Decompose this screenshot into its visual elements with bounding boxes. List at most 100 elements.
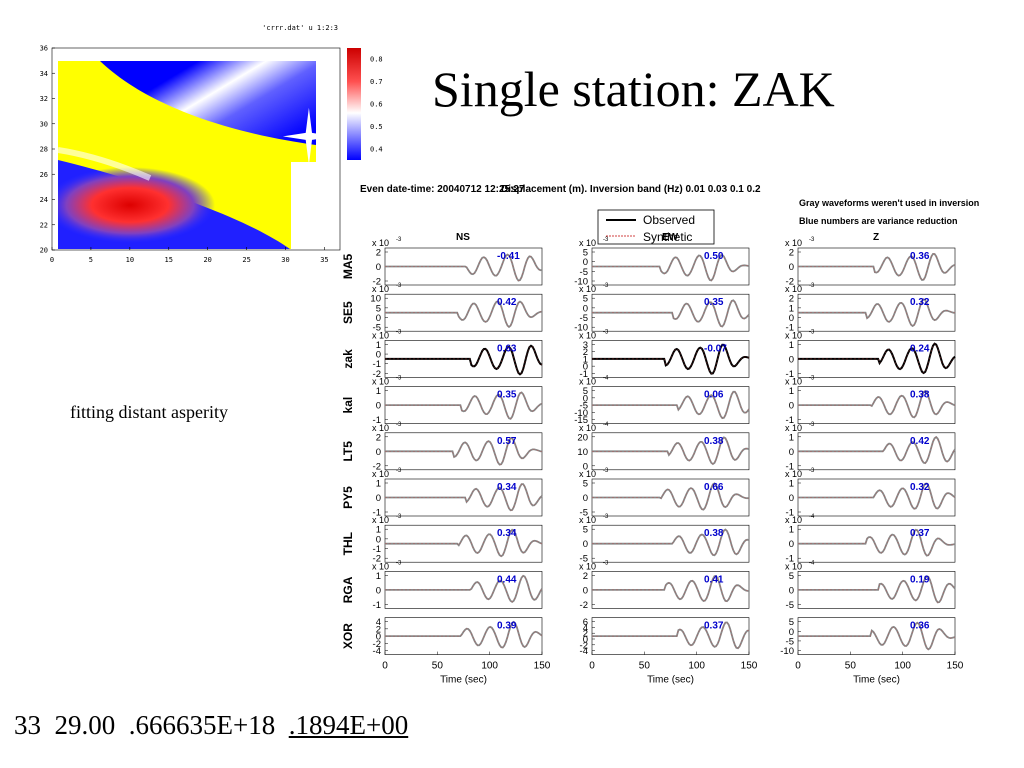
x-tick-label: 20 xyxy=(203,256,211,264)
variance-reduction-label: 0.37 xyxy=(910,528,930,539)
scale-factor: x 10 xyxy=(372,377,389,387)
scale-factor: x 10 xyxy=(785,284,802,294)
legend-observed: Observed xyxy=(643,213,695,227)
variance-reduction-label: 0.57 xyxy=(497,436,517,447)
y-tick-label: 0 xyxy=(376,350,381,361)
synthetic-trace xyxy=(385,301,543,328)
y-tick-label: -2 xyxy=(373,277,381,288)
x-tick-label: 0 xyxy=(50,256,54,264)
y-tick-label: 0 xyxy=(789,354,794,365)
x-tick-label: 0 xyxy=(382,661,388,672)
variance-reduction-label: 0.35 xyxy=(497,390,517,401)
y-tick-label: -5 xyxy=(580,554,588,565)
heatmap-axes: 0 5 10 15 20 25 30 35 20 22 24 26 28 30 32 34 36 xyxy=(40,45,341,264)
waveform-panel: x 10 -3 1 0 -1 0.32 xyxy=(785,468,956,519)
y-tick-label: 1 xyxy=(376,571,381,582)
y-tick-label: 1 xyxy=(789,432,794,443)
x-tick-label: 15 xyxy=(165,256,173,264)
scale-exponent: -3 xyxy=(396,329,402,335)
observed-trace xyxy=(798,342,956,375)
y-tick-label: 2 xyxy=(583,571,588,582)
x-tick-label: 35 xyxy=(320,256,328,264)
x-tick-label: 100 xyxy=(894,661,911,672)
y-tick-label: 0 xyxy=(583,303,588,314)
y-tick-label: 0 xyxy=(376,313,381,324)
variance-reduction-label: 0.42 xyxy=(910,436,930,447)
y-tick-label: -2 xyxy=(373,639,381,650)
y-tick-label: 0 xyxy=(789,585,794,596)
y-tick-label: 1 xyxy=(789,525,794,536)
scale-exponent: -3 xyxy=(603,514,609,520)
variance-reduction-label: 0.37 xyxy=(704,621,724,632)
x-tick-label: 5 xyxy=(89,256,93,264)
component-label: EW xyxy=(662,232,679,243)
synthetic-trace xyxy=(592,483,750,510)
heatmap-surface xyxy=(58,61,316,249)
synthetic-trace xyxy=(385,345,543,375)
y-tick-label: 2 xyxy=(376,432,381,443)
station-label: RGA xyxy=(341,576,355,603)
synthetic-trace xyxy=(592,391,750,419)
y-tick-label: 0 xyxy=(376,534,381,545)
scale-factor: x 10 xyxy=(579,515,596,525)
y-tick-label: 0 xyxy=(376,262,381,273)
legend: Observed Synthetic xyxy=(597,209,715,245)
y-tick-label: -2 xyxy=(373,554,381,565)
y-tick-label: 6 xyxy=(583,617,588,628)
observed-trace xyxy=(592,575,750,603)
y-tick-label: -2 xyxy=(580,640,588,651)
variance-reduction-label: 0.66 xyxy=(704,482,724,493)
colorbar xyxy=(347,48,361,160)
variance-reduction-label: 0.34 xyxy=(497,482,517,493)
waveform-panel: x 10 -3 2 0 -2 0.36 xyxy=(785,237,956,288)
waveform-panel: x 10 -3 1 0 -1 0.35 xyxy=(372,376,543,426)
colorbar-tick-label: 0.8 xyxy=(370,56,383,64)
scale-factor: x 10 xyxy=(785,469,802,479)
scale-exponent: -3 xyxy=(603,237,609,243)
y-tick-label: 0 xyxy=(789,627,794,638)
y-tick-label: 10 xyxy=(577,447,588,458)
y-tick-label: 1 xyxy=(789,340,794,351)
variance-reduction-label: 0.36 xyxy=(910,251,930,262)
variance-reduction-label: 0.34 xyxy=(497,528,517,539)
x-tick-label: 100 xyxy=(688,661,705,672)
y-tick-label: 4 xyxy=(376,617,381,628)
x-tick-label: 10 xyxy=(126,256,134,264)
y-tick-label: -2 xyxy=(580,600,588,611)
scale-exponent: -3 xyxy=(396,560,402,566)
variance-reduction-label: 0.39 xyxy=(497,621,517,632)
y-tick-label: 3 xyxy=(583,340,588,351)
station-label: zak xyxy=(341,349,355,369)
scale-exponent: -3 xyxy=(809,329,815,335)
x-tick-label: 25 xyxy=(242,256,250,264)
y-tick-label: 0 xyxy=(789,313,794,324)
scale-factor: x 10 xyxy=(579,561,596,571)
observed-trace xyxy=(592,621,750,650)
x-tick-label: 30 xyxy=(281,256,289,264)
observed-trace xyxy=(592,299,750,328)
scale-exponent: -3 xyxy=(396,376,402,382)
y-tick-label: 0 xyxy=(789,539,794,550)
y-tick-label: 2 xyxy=(376,248,381,259)
scale-exponent: -4 xyxy=(603,376,609,382)
waveform-panel: x 10 -3 10-1-2 0.63 xyxy=(372,329,543,380)
station-label: THL xyxy=(341,532,355,555)
scale-factor: x 10 xyxy=(579,469,596,479)
y-tick-label: 0 xyxy=(376,585,381,596)
star-icon xyxy=(282,107,335,165)
value-2: 29.00 xyxy=(54,710,116,740)
x-tick-label: 50 xyxy=(432,661,444,672)
waveform-panel: x 10 -3 1 0 -1 0.44 xyxy=(372,560,543,611)
x-tick-label: 150 xyxy=(741,661,758,672)
x-axis-label: Time (sec) xyxy=(440,675,487,686)
y-tick-label: 34 xyxy=(40,70,48,78)
waveform-panel: x 10 -3 210-1 0.32 xyxy=(785,283,956,334)
y-tick-label: 5 xyxy=(583,386,588,397)
value-1: 33 xyxy=(14,710,41,740)
station-label: MA5 xyxy=(341,254,355,280)
scale-exponent: -4 xyxy=(809,514,815,520)
